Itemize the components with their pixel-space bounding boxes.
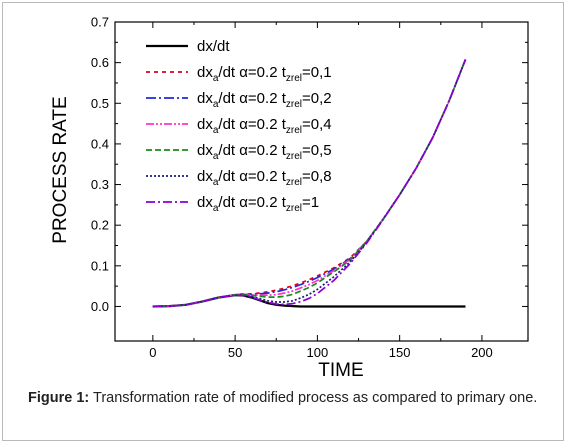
legend-label-5: dxa/dt α=0.2 tzrel=0,8: [197, 168, 332, 188]
x-tick-label: 100: [307, 345, 329, 360]
legend-label-4: dxa/dt α=0.2 tzrel=0,5: [197, 142, 332, 162]
plot-area-frame: [114, 21, 529, 342]
y-tick-label: 0.3: [91, 177, 109, 192]
x-tick-label: 50: [228, 345, 242, 360]
figure-caption: Figure 1: Transformation rate of modifie…: [28, 389, 553, 408]
y-tick-label: 0.6: [91, 55, 109, 70]
series-line-0: [152, 294, 466, 308]
caption-text: Transformation rate of modified process …: [93, 390, 538, 406]
y-tick-label: 0.4: [91, 136, 109, 151]
y-tick-label: 0.7: [91, 15, 109, 30]
legend-label-1: dxa/dt α=0.2 tzrel=0,1: [197, 64, 332, 84]
series-line-4: [152, 59, 467, 308]
legend-label-2: dxa/dt α=0.2 tzrel=0,2: [197, 90, 332, 110]
series-lines: [152, 59, 467, 308]
x-tick-label: 200: [471, 345, 493, 360]
x-tick-label: 150: [389, 345, 411, 360]
y-tick-label: 0.1: [91, 258, 109, 273]
axes: 0.0 0.1 0.2 0.3 0.4 0.5 0.6 0.7 0 50 100 150 200: [91, 15, 529, 360]
x-axis-label: TIME: [318, 360, 363, 381]
caption-label: Figure 1:: [28, 390, 90, 406]
series-line-5: [152, 59, 467, 308]
chart: 0.0 0.1 0.2 0.3 0.4 0.5 0.6 0.7 0 50 100 150 200 dx/…: [50, 15, 529, 381]
y-tick-label: 0.0: [91, 299, 109, 314]
legend: dx/dt dxa/dt α=0.2 tzrel=0,1 dxa/dt α=0.2 …: [146, 38, 332, 214]
figure-frame: [2, 2, 564, 441]
y-tick-label: 0.2: [91, 218, 109, 233]
y-tick-label: 0.5: [91, 96, 109, 111]
y-axis-label: PROCESS RATE: [50, 96, 71, 243]
series-line-6: [152, 59, 467, 308]
x-tick-label: 0: [149, 345, 156, 360]
legend-label-0: dx/dt: [197, 38, 230, 55]
legend-label-3: dxa/dt α=0.2 tzrel=0,4: [197, 116, 332, 136]
legend-label-6: dxa/dt α=0.2 tzrel=1: [197, 194, 319, 214]
